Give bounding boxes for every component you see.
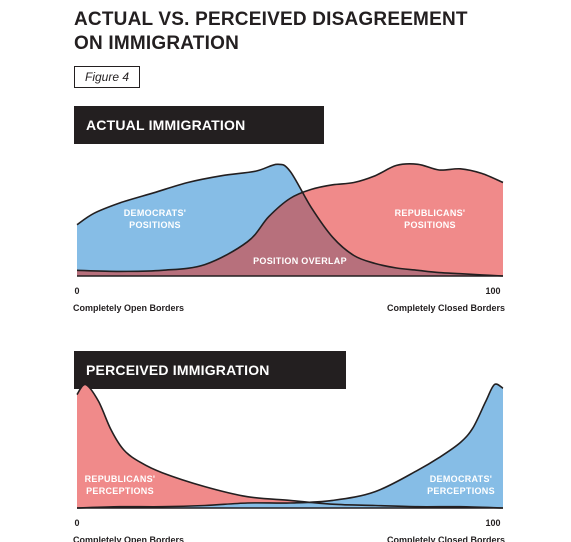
x-tick-label-min: 0 — [74, 286, 79, 296]
figure-title-line-2: ON IMMIGRATION — [74, 33, 239, 54]
republicans-curve — [76, 383, 504, 509]
figure-number-label: Figure 4 — [74, 66, 140, 88]
x-tick-label-max: 100 — [485, 286, 500, 296]
republicans-area — [77, 384, 503, 508]
democrats-label: PERCEPTIONS — [427, 486, 495, 496]
republicans-label: PERCEPTIONS — [86, 486, 154, 496]
x-axis-start-label: Completely Open Borders — [73, 303, 184, 313]
democrats-label: DEMOCRATS' — [124, 208, 186, 218]
perceived-positions-chart: REPUBLICANS' PERCEPTIONS DEMOCRATS' PERCEPT… — [73, 383, 505, 542]
republicans-curve — [76, 162, 504, 273]
democrats-label: POSITIONS — [129, 220, 181, 230]
democrats-curve — [76, 383, 504, 509]
democrats-curve — [76, 163, 504, 277]
perceived-positions-banner: PERCEIVED IMMIGRATION POSITIONS — [74, 351, 346, 416]
actual-positions-chart: DEMOCRATS' POSITIONS REPUBLICANS' POSITIONS… — [73, 162, 505, 313]
figure-title: ACTUAL VS. PERCEIVED DISAGREEMENT ON IMM… — [74, 8, 534, 56]
x-axis-start-label: Completely Open Borders — [73, 535, 184, 542]
republicans-label: POSITIONS — [404, 220, 456, 230]
republicans-label: REPUBLICANS' — [85, 474, 156, 484]
x-tick-label-max: 100 — [485, 518, 500, 528]
democrats-label: DEMOCRATS' — [430, 474, 492, 484]
actual-positions-banner: ACTUAL IMMIGRATION POSITIONS — [74, 106, 324, 171]
republicans-label: REPUBLICANS' — [395, 208, 466, 218]
democrats-area — [77, 384, 503, 508]
position-overlap-label: POSITION OVERLAP — [253, 256, 347, 266]
figure-title-line-1: ACTUAL VS. PERCEIVED DISAGREEMENT — [74, 9, 468, 30]
x-axis-end-label: Completely Closed Borders — [387, 535, 505, 542]
x-axis-end-label: Completely Closed Borders — [387, 303, 505, 313]
x-tick-label-min: 0 — [74, 518, 79, 528]
